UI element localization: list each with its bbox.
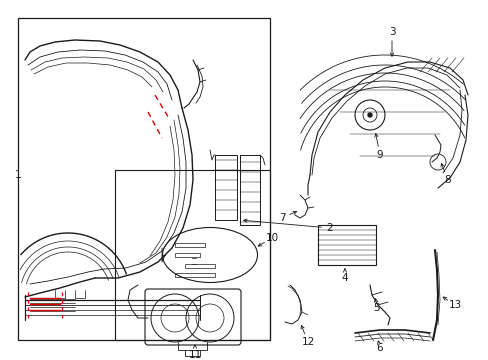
Text: 3: 3 <box>388 27 394 37</box>
Bar <box>115 170 269 340</box>
Bar <box>175 273 215 277</box>
Bar <box>317 225 375 265</box>
Text: 13: 13 <box>447 300 461 310</box>
Bar <box>215 155 237 220</box>
Bar <box>184 264 215 268</box>
Text: 5: 5 <box>373 303 380 313</box>
Text: 8: 8 <box>444 175 450 185</box>
Circle shape <box>367 113 371 117</box>
Text: 2: 2 <box>326 223 333 233</box>
Bar <box>18 18 269 340</box>
Text: 11: 11 <box>188 350 201 360</box>
Text: 9: 9 <box>376 150 383 160</box>
Text: 10: 10 <box>265 233 278 243</box>
Bar <box>240 155 260 225</box>
Text: 6: 6 <box>376 343 383 353</box>
Bar <box>175 243 204 247</box>
Text: 1: 1 <box>15 170 21 180</box>
Text: 7: 7 <box>278 213 285 223</box>
Bar <box>175 253 200 257</box>
Text: 12: 12 <box>301 337 314 347</box>
Text: 4: 4 <box>341 273 347 283</box>
